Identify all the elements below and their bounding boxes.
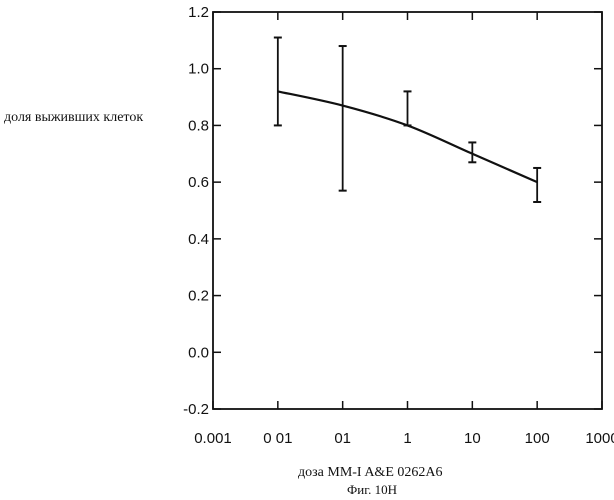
y-tick-label: 0.8 bbox=[188, 117, 209, 134]
y-tick-label: 0.6 bbox=[188, 174, 209, 191]
error-bar bbox=[274, 38, 282, 126]
error-bar bbox=[533, 168, 541, 202]
error-bar bbox=[404, 91, 412, 125]
figure-caption: Фиг. 10H bbox=[347, 482, 397, 497]
y-tick-label: 1.0 bbox=[188, 61, 209, 78]
x-tick-label: 0 01 bbox=[263, 430, 292, 447]
error-bar bbox=[339, 46, 347, 191]
y-ticks: 1.2 1.0 0.8 0.6 0.4 0.2 0.0 -0.2 bbox=[183, 4, 602, 418]
x-tick-label: 1 bbox=[403, 430, 411, 447]
x-tick-label: 100 bbox=[525, 430, 550, 447]
y-tick-label: 1.2 bbox=[188, 4, 209, 21]
plot-border bbox=[213, 12, 602, 409]
x-tick-label: 10 bbox=[464, 430, 481, 447]
y-tick-label: -0.2 bbox=[183, 401, 209, 418]
x-axis-label: доза MM-I A&E 0262A6 bbox=[298, 465, 442, 480]
x-tick-label: 01 bbox=[334, 430, 351, 447]
y-tick-label: 0.0 bbox=[188, 344, 209, 361]
y-tick-label: 0.4 bbox=[188, 231, 209, 248]
x-ticks: 0.001 0 01 01 1 10 100 1000 bbox=[194, 12, 614, 447]
y-axis-label: доля выживших клеток bbox=[4, 110, 143, 125]
x-tick-label: 0.001 bbox=[194, 430, 232, 447]
plot-frame bbox=[213, 12, 602, 409]
y-tick-label: 0.2 bbox=[188, 288, 209, 305]
x-tick-label: 1000 bbox=[585, 430, 614, 447]
data-layer bbox=[274, 38, 541, 202]
